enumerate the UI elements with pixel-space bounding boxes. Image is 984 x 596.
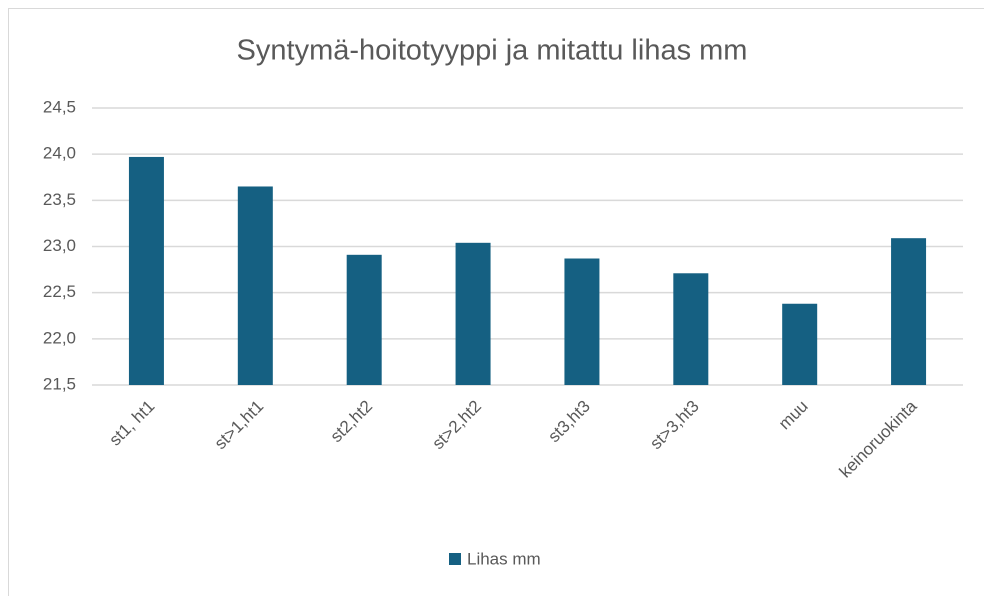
x-tick-label: st>3,ht3 bbox=[646, 397, 703, 454]
bar bbox=[673, 273, 709, 385]
y-tick-label: 24,0 bbox=[43, 144, 76, 163]
y-tick-label: 22,5 bbox=[43, 282, 76, 301]
bar bbox=[128, 156, 164, 385]
x-tick-label: st3,ht3 bbox=[544, 397, 594, 447]
x-tick-label: keinoruokinta bbox=[836, 396, 921, 481]
y-tick-label: 23,5 bbox=[43, 190, 76, 209]
bar bbox=[564, 258, 600, 385]
legend-label: Lihas mm bbox=[467, 549, 541, 568]
y-tick-label: 21,5 bbox=[43, 374, 76, 393]
y-tick-label: 24,5 bbox=[43, 97, 76, 116]
legend-swatch bbox=[449, 553, 461, 565]
x-tick-label: st1, ht1 bbox=[106, 397, 159, 450]
x-tick-label: st>1,ht1 bbox=[211, 397, 268, 454]
chart-border bbox=[8, 8, 984, 596]
bar bbox=[346, 254, 382, 385]
y-tick-label: 22,0 bbox=[43, 328, 76, 347]
bar bbox=[782, 303, 818, 385]
chart-title: Syntymä-hoitotyyppi ja mitattu lihas mm bbox=[237, 35, 748, 67]
bar bbox=[455, 242, 491, 385]
x-tick-label: muu bbox=[775, 397, 812, 434]
x-tick-label: st2,ht2 bbox=[327, 397, 377, 447]
y-tick-label: 23,0 bbox=[43, 236, 76, 255]
x-tick-label: st>2,ht2 bbox=[429, 397, 486, 454]
bar bbox=[237, 186, 273, 385]
bar bbox=[891, 238, 927, 385]
